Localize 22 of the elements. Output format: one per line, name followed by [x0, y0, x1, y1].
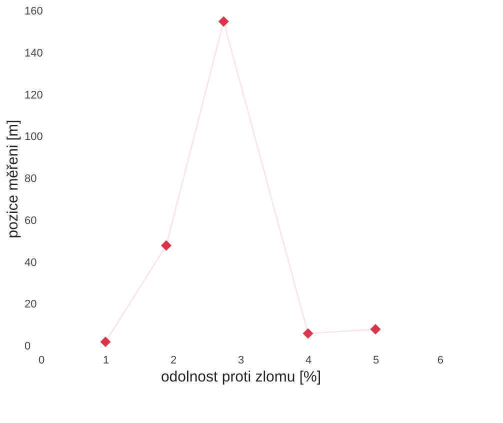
point: [302, 328, 314, 339]
x-tick-label: 3: [238, 354, 244, 366]
y-tick-label: 120: [24, 89, 43, 102]
x-tick-label: 2: [170, 354, 177, 366]
y-tick-label: 100: [24, 131, 43, 144]
x-tick-label: 1: [102, 354, 110, 366]
y-tick-label: 80: [24, 173, 37, 185]
point: [161, 240, 172, 251]
point: [100, 336, 111, 348]
y-tick-label: 20: [24, 298, 37, 311]
y-axis-title: pozice měřeni [m]: [4, 120, 22, 238]
y-tick-label: 160: [24, 6, 43, 18]
x-axis-title: odolnost proti zlomu [%]: [160, 368, 322, 386]
x-tick-label: 6: [437, 354, 444, 366]
point: [218, 16, 229, 27]
point: [370, 324, 381, 334]
y-tick-label: 60: [24, 214, 37, 227]
y-tick-label: 140: [24, 47, 43, 60]
x-tick-label: 4: [305, 354, 312, 366]
x-tick-label: 5: [372, 354, 380, 366]
y-tick-label: 40: [24, 256, 37, 269]
y-tick-label: 0: [24, 340, 31, 352]
